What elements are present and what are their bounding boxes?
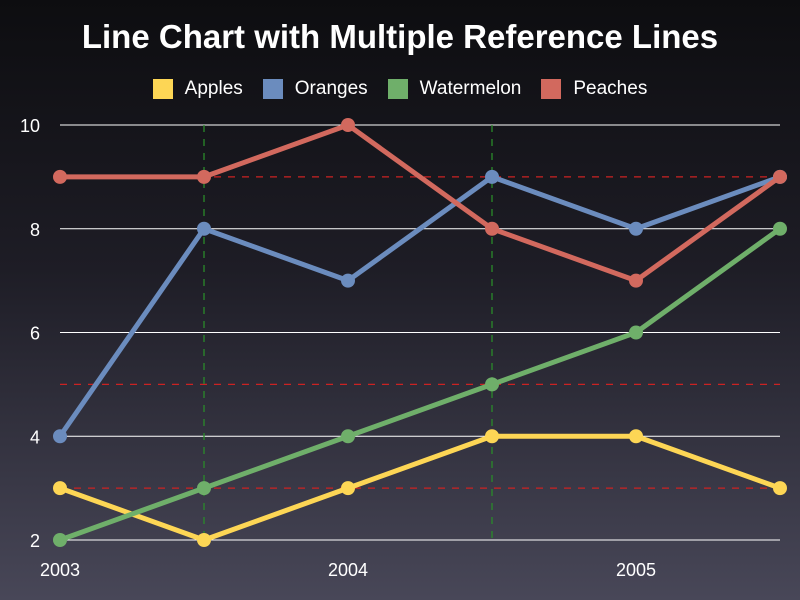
point-peaches-0 [53, 169, 67, 184]
series-line-watermelon [57, 226, 783, 543]
legend-item-oranges[interactable]: Oranges [262, 78, 368, 100]
x-tick-label-2005: 2005 [616, 560, 656, 580]
point-oranges-0 [53, 429, 67, 444]
legend-swatch-watermelon [387, 79, 408, 99]
point-apples-3 [485, 429, 499, 444]
y-tick-label-6: 6 [30, 324, 40, 344]
legend-label-watermelon: Watermelon [419, 78, 522, 99]
legend: Apples Oranges Watermelon Peaches [0, 78, 800, 100]
point-watermelon-4 [629, 325, 643, 340]
point-oranges-3 [485, 169, 499, 184]
y-tick-label-8: 8 [30, 220, 40, 240]
legend-swatch-peaches [541, 79, 562, 99]
legend-item-watermelon[interactable]: Watermelon [387, 78, 522, 100]
point-apples-4 [629, 429, 643, 444]
legend-label-apples: Apples [184, 78, 243, 99]
y-tick-label-10: 10 [20, 116, 40, 136]
legend-swatch-apples [152, 79, 173, 99]
point-oranges-4 [629, 221, 643, 236]
legend-item-peaches[interactable]: Peaches [541, 78, 647, 100]
y-tick-label-2: 2 [30, 531, 40, 551]
point-apples-5 [773, 481, 787, 496]
point-watermelon-1 [197, 481, 211, 496]
point-peaches-2 [341, 118, 355, 132]
series-line-apples [57, 433, 783, 543]
y-tick-label-4: 4 [30, 427, 40, 447]
point-peaches-5 [773, 169, 787, 184]
legend-item-apples[interactable]: Apples [152, 78, 243, 100]
legend-label-peaches: Peaches [573, 78, 648, 99]
point-apples-1 [197, 533, 211, 547]
legend-label-oranges: Oranges [294, 78, 368, 99]
point-watermelon-2 [341, 429, 355, 444]
series-line-oranges [57, 174, 783, 439]
x-tick-label-2003: 2003 [40, 560, 80, 580]
point-peaches-3 [485, 221, 499, 236]
point-apples-0 [53, 481, 67, 496]
x-tick-label-2004: 2004 [328, 560, 368, 580]
point-apples-2 [341, 481, 355, 496]
point-oranges-1 [197, 221, 211, 236]
point-watermelon-5 [773, 221, 787, 236]
legend-swatch-oranges [262, 79, 283, 99]
chart-title: Line Chart with Multiple Reference Lines [81, 18, 719, 55]
point-watermelon-0 [53, 533, 67, 547]
point-watermelon-3 [485, 377, 499, 392]
series-line-peaches [57, 122, 783, 284]
point-peaches-1 [197, 169, 211, 184]
point-oranges-2 [341, 273, 355, 288]
point-peaches-4 [629, 273, 643, 288]
